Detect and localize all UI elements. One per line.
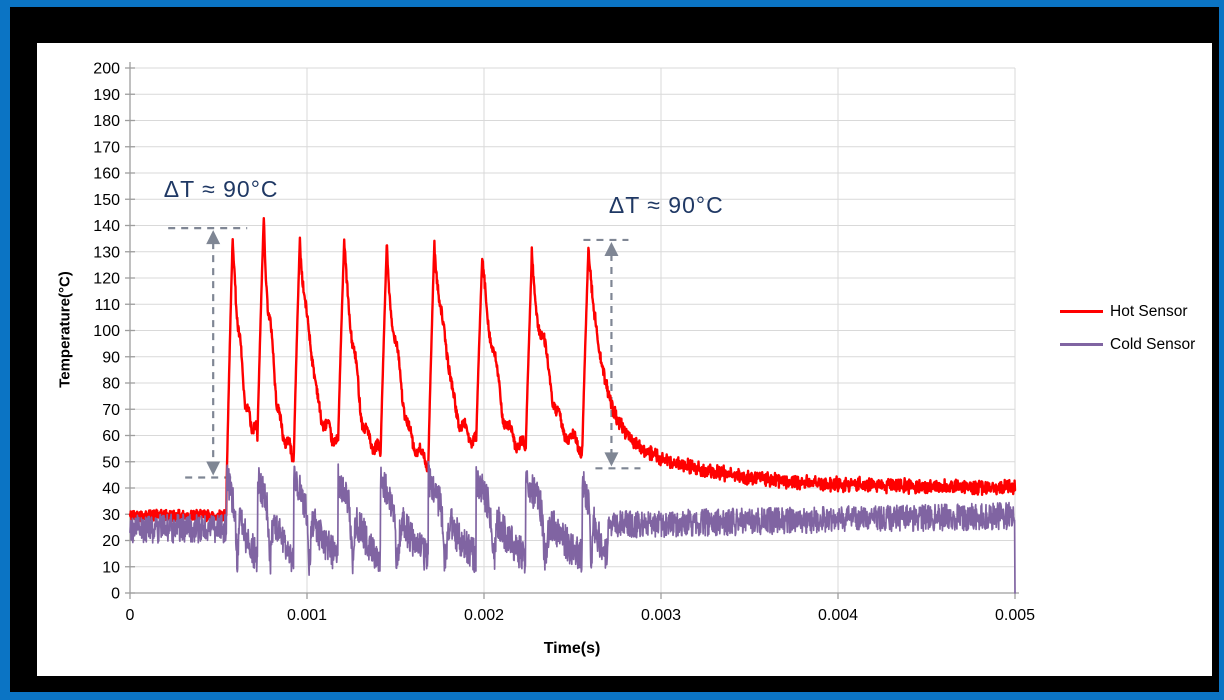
y-tick-label: 190 (93, 87, 120, 104)
legend-label-cold: Cold Sensor (1110, 335, 1196, 353)
arrow-head-up (206, 230, 221, 245)
y-tick-label: 150 (93, 192, 120, 209)
x-tick-label: 0.005 (995, 607, 1035, 624)
y-tick-label: 90 (102, 349, 120, 366)
y-tick-label: 110 (94, 297, 120, 314)
y-tick-label: 100 (93, 323, 120, 340)
chart-plot: 0 10 20 30 40 50 60 70 80 90 100 110 120 130 140 150 160… (93, 61, 1035, 625)
annotation-delta-t-1: ΔT ≈ 90°C (163, 176, 279, 203)
cold-sensor-line (129, 460, 1016, 594)
y-tick-label: 180 (93, 113, 120, 130)
inner-black-frame: 0 10 20 30 40 50 60 70 80 90 100 110 120 130 140 150 160… (10, 7, 1219, 692)
legend-item-hot-sensor: Hot Sensor (1060, 295, 1195, 328)
x-tick-label: 0.004 (818, 607, 858, 624)
y-tick-label: 120 (93, 271, 120, 288)
legend-label-hot: Hot Sensor (1110, 302, 1188, 320)
y-tick-label: 40 (102, 481, 120, 498)
arrow-head-down (604, 452, 619, 467)
y-tick-label: 50 (102, 454, 120, 471)
legend-line-hot-icon (1060, 310, 1103, 313)
annotation-delta-t-2: ΔT ≈ 90°C (608, 192, 724, 218)
x-tick-label: 0 (126, 607, 135, 624)
legend-line-cold-icon (1060, 343, 1103, 346)
hot-sensor-line (128, 216, 1017, 523)
legend-item-cold-sensor: Cold Sensor (1060, 328, 1195, 361)
arrow-head-up (604, 241, 619, 256)
arrow-head-down (206, 461, 221, 476)
x-tick-label: 0.003 (641, 607, 681, 624)
y-tick-label: 10 (102, 559, 120, 576)
x-tick-label: 0.002 (464, 607, 504, 624)
y-tick-label: 170 (93, 139, 120, 156)
y-tick-label: 0 (111, 586, 120, 603)
legend: Hot Sensor Cold Sensor (1060, 295, 1195, 361)
y-tick-label: 30 (102, 507, 120, 524)
y-tick-label: 20 (102, 533, 120, 550)
x-axis-title: Time(s) (543, 640, 601, 657)
y-tick-label: 60 (102, 428, 120, 445)
y-tick-label: 130 (93, 244, 120, 261)
y-tick-label: 200 (93, 61, 120, 78)
x-tick-label: 0.001 (287, 607, 327, 624)
y-tick-label: 160 (93, 166, 120, 183)
chart-area: 0 10 20 30 40 50 60 70 80 90 100 110 120 130 140 150 160… (37, 43, 1212, 676)
y-tick-label: 140 (93, 218, 120, 235)
y-tick-label: 70 (102, 402, 120, 419)
y-tick-label: 80 (102, 376, 120, 393)
y-axis-title: Temperature(°C) (56, 271, 74, 388)
